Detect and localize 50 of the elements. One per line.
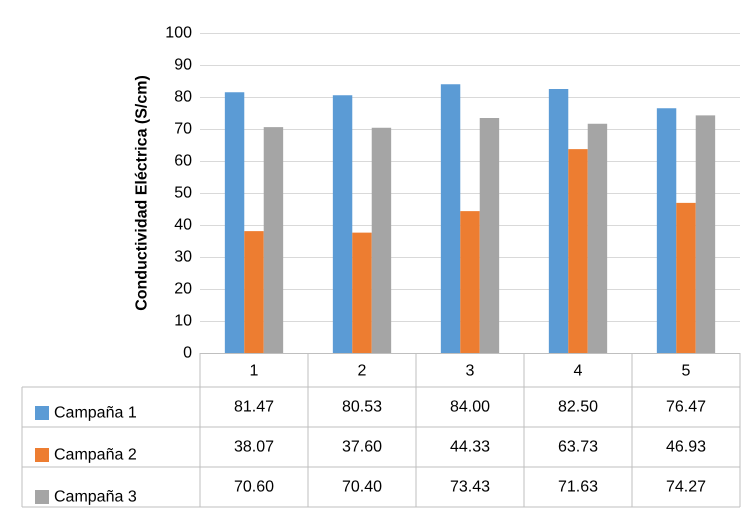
bar [480,118,500,353]
y-tick-label: 20 [174,280,192,298]
bar [588,124,608,353]
data-label: 81.47 [234,398,274,416]
data-label: 76.47 [666,398,706,416]
bar [352,232,372,353]
data-label: 44.33 [450,438,490,456]
y-tick-label: 90 [174,56,192,74]
bar [548,89,568,353]
x-tick-label: 1 [250,362,259,380]
data-label: 71.63 [558,478,598,496]
data-label: 84.00 [450,398,490,416]
y-axis-title: Conductividad Eléctrica (S/cm) [134,75,150,311]
data-label: 82.50 [558,398,598,416]
y-tick-label: 30 [174,248,192,266]
data-label: 73.43 [450,478,490,496]
y-tick-label: 70 [174,120,192,138]
bar [460,211,480,353]
y-tick-label: 60 [174,152,192,170]
data-label: 46.93 [666,438,706,456]
legend-label: Campaña 1 [54,404,137,422]
data-label: 38.07 [234,438,274,456]
y-tick-label: 0 [183,344,192,362]
data-label: 63.73 [558,438,598,456]
data-label: 80.53 [342,398,382,416]
bar [224,92,244,353]
bar [244,231,264,353]
data-label: 74.27 [666,478,706,496]
x-tick-label: 4 [574,362,583,380]
y-tick-label: 40 [174,216,192,234]
y-tick-label: 50 [174,184,192,202]
data-label: 70.60 [234,478,274,496]
legend-label: Campaña 2 [54,446,137,464]
legend-label: Campaña 3 [54,488,137,506]
bar [656,108,676,353]
x-tick-label: 2 [358,362,367,380]
y-tick-label: 100 [165,24,192,42]
bar [440,84,460,353]
bar [568,149,588,353]
x-tick-label: 3 [466,362,475,380]
y-tick-label: 80 [174,88,192,106]
bar [676,202,696,353]
bar [264,127,284,353]
bar [372,128,392,353]
bar [696,115,716,353]
data-label: 70.40 [342,478,382,496]
y-tick-label: 10 [174,312,192,330]
data-label: 37.60 [342,438,382,456]
bar [332,95,352,353]
x-tick-label: 5 [682,362,691,380]
